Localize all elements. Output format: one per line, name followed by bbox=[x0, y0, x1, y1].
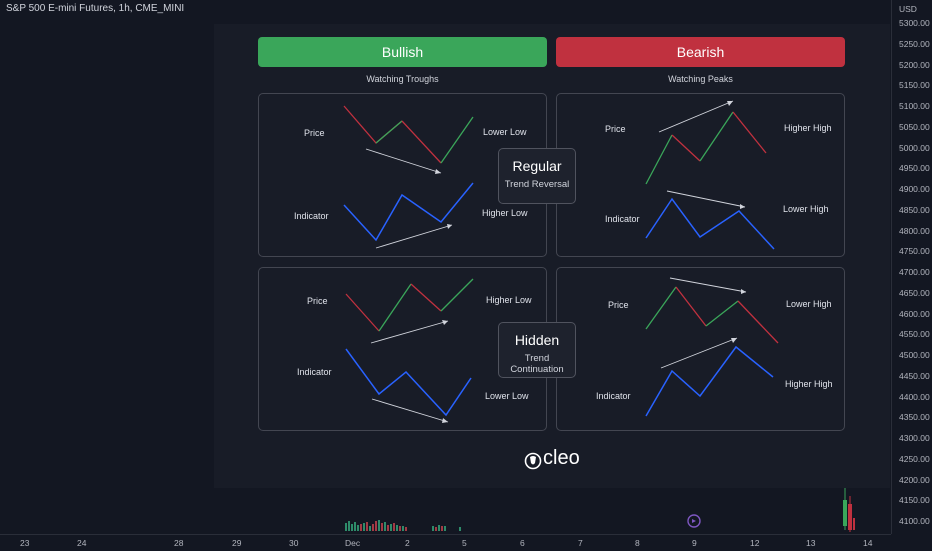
price-tick-label: 4600.00 bbox=[899, 308, 930, 319]
time-tick-label: 6 bbox=[520, 538, 525, 548]
time-tick-label: 24 bbox=[77, 538, 87, 548]
price-tick-label: 4200.00 bbox=[899, 474, 930, 485]
price-label: Price bbox=[307, 296, 328, 306]
price-note: Lower Low bbox=[483, 127, 527, 137]
time-tick-label: 12 bbox=[750, 538, 760, 548]
panel-bearish-hidden: Price Lower High Indicator Higher High bbox=[556, 267, 845, 431]
price-tick-label: 4800.00 bbox=[899, 225, 930, 236]
indicator-note: Higher Low bbox=[482, 208, 528, 218]
panel-bearish-regular: Price Higher High Indicator Lower High bbox=[556, 93, 845, 257]
price-tick-label: 4350.00 bbox=[899, 412, 930, 423]
indicator-note: Lower Low bbox=[485, 391, 529, 401]
price-tick-label: 5000.00 bbox=[899, 142, 930, 153]
divergence-infographic: Bullish Bearish Watching Troughs Watchin… bbox=[214, 24, 890, 488]
indicator-label: Indicator bbox=[596, 391, 631, 401]
replay-icon bbox=[687, 514, 701, 528]
bull-hidden-lines bbox=[345, 278, 474, 423]
price-tick-label: 4900.00 bbox=[899, 184, 930, 194]
price-tick-label: 5300.00 bbox=[899, 18, 930, 28]
logo-text: cleo bbox=[543, 447, 580, 469]
bullish-subtitle: Watching Troughs bbox=[366, 74, 439, 84]
hidden-divergence-box: Hidden Trend Continuation bbox=[498, 322, 576, 378]
time-tick-label: 14 bbox=[863, 538, 873, 548]
price-label: Price bbox=[605, 124, 626, 134]
price-tick-label: 4750.00 bbox=[899, 246, 930, 257]
indicator-label: Indicator bbox=[605, 214, 640, 224]
price-tick-label: 4300.00 bbox=[899, 433, 930, 443]
price-tick-label: 4100.00 bbox=[899, 516, 930, 526]
price-tick-label: 4500.00 bbox=[899, 350, 930, 360]
price-label: Price bbox=[608, 300, 629, 310]
regular-divergence-box: Regular Trend Reversal bbox=[498, 148, 576, 204]
time-tick-label: 13 bbox=[806, 538, 816, 548]
price-tick-label: 4550.00 bbox=[899, 329, 930, 340]
price-tick-label: 5250.00 bbox=[899, 38, 930, 49]
indicator-label: Indicator bbox=[297, 367, 332, 377]
time-tick-label: 30 bbox=[289, 538, 299, 548]
regular-subtitle: Trend Reversal bbox=[504, 179, 570, 190]
indicator-note: Lower High bbox=[783, 204, 829, 214]
time-tick-label: 23 bbox=[20, 538, 30, 548]
time-tick-label: 7 bbox=[578, 538, 583, 548]
bull-regular-lines bbox=[343, 105, 474, 249]
indicator-note: Higher High bbox=[785, 379, 833, 389]
bullish-header: Bullish bbox=[258, 37, 547, 67]
hidden-subtitle: Trend Continuation bbox=[510, 353, 564, 375]
price-note: Higher Low bbox=[486, 295, 532, 305]
bearish-subtitle: Watching Peaks bbox=[668, 74, 733, 84]
cleo-logo-icon bbox=[524, 452, 542, 470]
price-tick-label: 4950.00 bbox=[899, 163, 930, 174]
price-note: Higher High bbox=[784, 123, 832, 133]
time-tick-label: 29 bbox=[232, 538, 242, 548]
time-tick-label: Dec bbox=[345, 538, 361, 548]
indicator-label: Indicator bbox=[294, 211, 329, 221]
price-tick-label: 5100.00 bbox=[899, 101, 930, 111]
price-note: Lower High bbox=[786, 299, 832, 309]
time-tick-label: 9 bbox=[692, 538, 697, 548]
volume-bars bbox=[345, 520, 461, 531]
price-tick-label: 4700.00 bbox=[899, 267, 930, 277]
price-tick-label: 4150.00 bbox=[899, 495, 930, 506]
symbol-title[interactable]: S&P 500 E-mini Futures, 1h, CME_MINI bbox=[6, 3, 185, 14]
price-tick-label: 4650.00 bbox=[899, 287, 930, 298]
time-tick-label: 2 bbox=[405, 538, 410, 548]
price-tick-label: 5050.00 bbox=[899, 121, 930, 132]
bear-regular-lines bbox=[645, 100, 775, 250]
cleo-logo: cleo bbox=[524, 447, 585, 473]
price-tick-label: 5150.00 bbox=[899, 80, 930, 91]
time-tick-label: 5 bbox=[462, 538, 467, 548]
price-label: Price bbox=[304, 128, 325, 138]
hidden-title: Hidden bbox=[514, 332, 560, 348]
currency-label: USD bbox=[899, 4, 917, 14]
price-tick-label: 4400.00 bbox=[899, 391, 930, 402]
price-tick-label: 5200.00 bbox=[899, 59, 930, 70]
time-tick-label: 28 bbox=[174, 538, 184, 548]
regular-title: Regular bbox=[512, 158, 562, 174]
time-tick-label: 8 bbox=[635, 538, 640, 548]
bearish-header: Bearish bbox=[556, 37, 845, 67]
price-tick-label: 4850.00 bbox=[899, 204, 930, 215]
time-axis[interactable]: 23 24 28 29 30 Dec 2 5 6 7 8 9 12 13 14 bbox=[0, 534, 891, 551]
recent-candles bbox=[843, 486, 855, 532]
volume-bars-red bbox=[360, 521, 443, 531]
price-tick-label: 4250.00 bbox=[899, 453, 930, 464]
price-axis[interactable]: USD 5300.00 5250.00 5200.00 5150.00 5100.00 5… bbox=[891, 0, 932, 534]
price-tick-label: 4450.00 bbox=[899, 370, 930, 381]
bear-hidden-lines bbox=[645, 277, 779, 417]
